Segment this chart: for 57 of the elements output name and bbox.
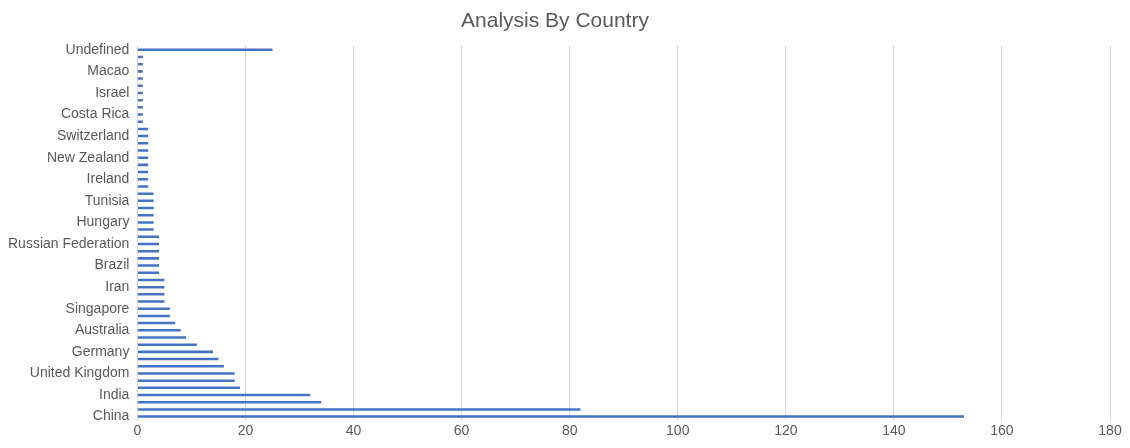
x-tick-label: 120 [774, 422, 798, 439]
y-tick-label: United Kingdom [29, 364, 130, 381]
x-tick-label: 60 [453, 422, 470, 439]
bar [137, 415, 965, 418]
bar [137, 77, 143, 80]
bar [137, 408, 581, 411]
y-tick-label: Undefined [65, 40, 130, 57]
y-tick-label: Hungary [76, 213, 130, 230]
bar [137, 257, 160, 260]
bar [137, 372, 235, 375]
y-tick-label: Tunisia [84, 191, 130, 208]
y-tick-label: Israel [95, 83, 130, 100]
bar [137, 192, 154, 195]
y-tick-label: Russian Federation [7, 234, 130, 251]
bar [137, 156, 149, 159]
bar [137, 221, 154, 224]
chart-title: Analysis By Country [461, 8, 650, 32]
bar [137, 113, 143, 116]
bar [137, 149, 149, 152]
y-tick-label: Costa Rica [60, 105, 130, 122]
bar [137, 336, 187, 339]
bar [137, 264, 160, 267]
x-tick-label: 100 [666, 422, 690, 439]
bar [137, 120, 143, 123]
x-tick-label: 0 [133, 422, 142, 439]
y-tick-label: Iran [105, 278, 130, 294]
bar [137, 343, 197, 346]
bar [137, 365, 224, 368]
bar [137, 185, 149, 188]
y-tick-label: Switzerland [57, 126, 130, 143]
y-tick-label: Germany [71, 342, 130, 359]
x-tick-label: 40 [345, 422, 362, 439]
bar [137, 70, 143, 73]
bar [137, 379, 235, 382]
bar [137, 300, 165, 303]
bar [137, 329, 181, 332]
bar [137, 84, 143, 88]
y-tick-label: New Zealand [46, 148, 130, 165]
bar [137, 271, 160, 275]
bar [137, 142, 149, 145]
bar [137, 307, 170, 310]
x-tick-label: 20 [237, 422, 254, 439]
y-tick-label: Brazil [94, 256, 130, 273]
bar [137, 293, 165, 296]
y-tick-label: India [99, 385, 130, 402]
y-tick-label: Singapore [65, 299, 130, 316]
bar [137, 106, 143, 109]
x-tick-label: 140 [882, 422, 906, 439]
bar [137, 178, 149, 181]
x-tick-label: 80 [561, 422, 578, 439]
y-tick-label: Australia [74, 321, 130, 338]
x-tick-label: 180 [1098, 422, 1122, 439]
bar [137, 228, 154, 231]
y-tick-label: Ireland [86, 170, 130, 187]
y-tick-label: Macao [87, 62, 130, 79]
x-tick-label: 160 [990, 422, 1014, 439]
y-tick-label: China [92, 407, 130, 424]
